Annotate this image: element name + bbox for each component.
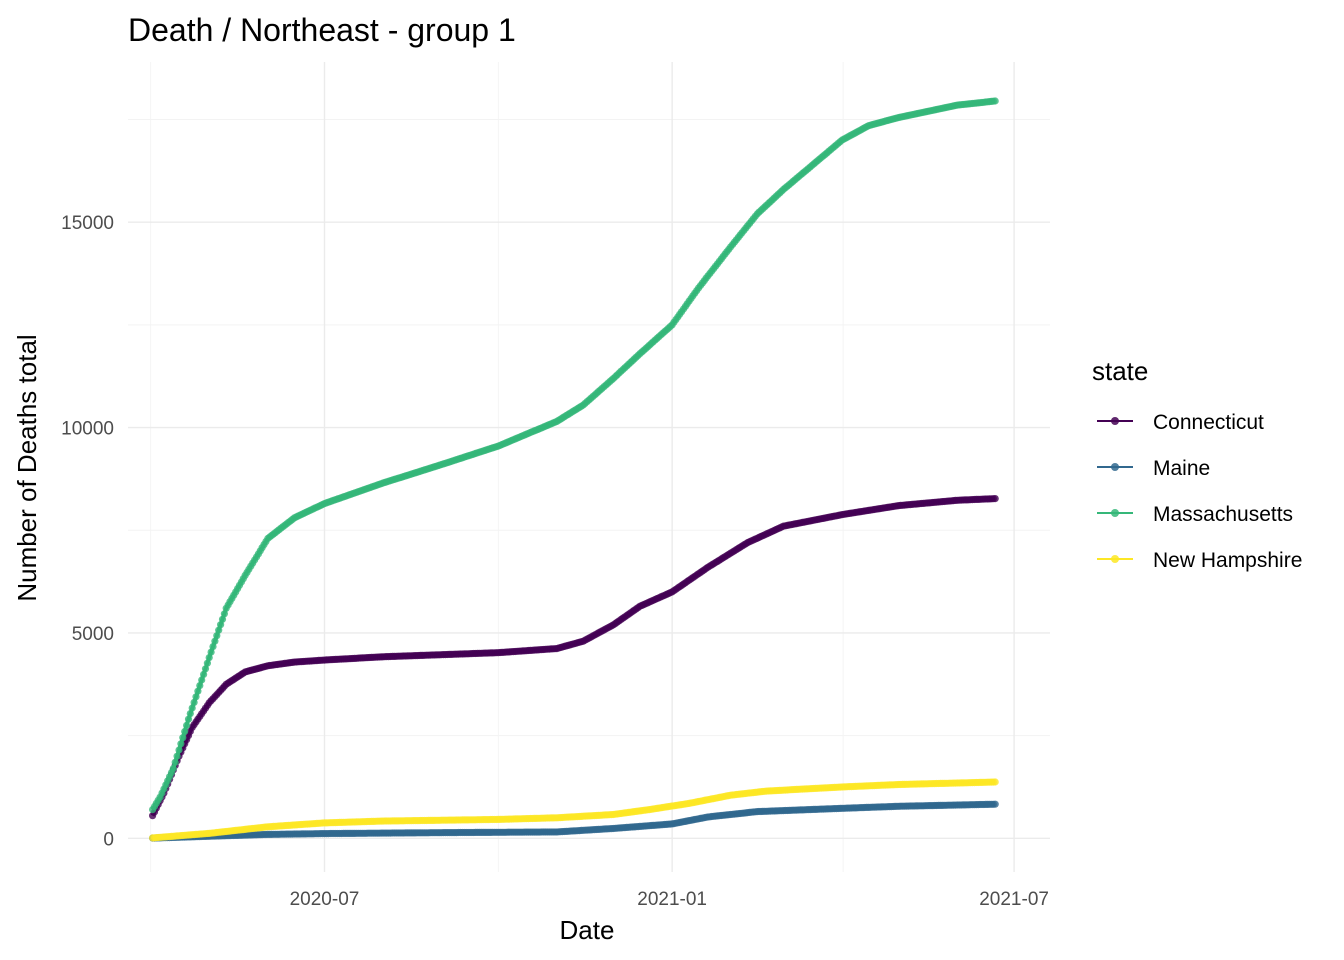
legend-title: state bbox=[1092, 356, 1148, 386]
data-point bbox=[188, 704, 196, 712]
data-point bbox=[991, 97, 999, 105]
legend-label: Massachusetts bbox=[1153, 503, 1293, 526]
data-point bbox=[201, 665, 210, 673]
data-point bbox=[211, 637, 219, 645]
data-point bbox=[198, 676, 206, 684]
y-axis-title: Number of Deaths total bbox=[12, 334, 42, 601]
x-tick-label: 2021-07 bbox=[979, 889, 1049, 910]
data-point bbox=[184, 715, 193, 723]
x-axis-title: Date bbox=[560, 915, 615, 945]
legend-label: New Hampshire bbox=[1153, 549, 1302, 572]
x-axis: 2020-07 2021-01 2021-07 bbox=[290, 889, 1049, 910]
chart-title: Death / Northeast - group 1 bbox=[128, 12, 516, 48]
y-axis: 0 5000 10000 15000 bbox=[61, 213, 114, 850]
series-connecticut bbox=[149, 495, 999, 820]
legend-item: Connecticut bbox=[1097, 411, 1264, 434]
legend-item: New Hampshire bbox=[1097, 549, 1302, 572]
x-tick-label: 2021-01 bbox=[637, 889, 707, 910]
data-point bbox=[218, 615, 227, 623]
data-point bbox=[177, 740, 185, 748]
data-point bbox=[220, 610, 228, 618]
series-line bbox=[150, 99, 996, 811]
data-point bbox=[192, 693, 200, 701]
y-tick-label: 10000 bbox=[61, 419, 114, 440]
plot-area bbox=[149, 97, 999, 842]
legend: state Connecticut Maine Massachusetts New H… bbox=[1092, 356, 1302, 572]
series-massachusetts bbox=[149, 97, 999, 814]
y-tick-label: 5000 bbox=[72, 624, 114, 645]
data-point bbox=[207, 648, 215, 656]
y-tick-label: 15000 bbox=[61, 213, 114, 234]
data-point bbox=[183, 721, 191, 730]
data-point bbox=[215, 626, 223, 634]
data-point bbox=[217, 621, 225, 629]
legend-key-point bbox=[1111, 555, 1119, 563]
data-point bbox=[203, 659, 211, 667]
x-tick-label: 2020-07 bbox=[290, 889, 360, 910]
data-point bbox=[213, 632, 221, 640]
legend-key-point bbox=[1111, 509, 1119, 517]
y-tick-label: 0 bbox=[103, 829, 114, 850]
legend-item: Massachusetts bbox=[1097, 503, 1293, 526]
legend-key-point bbox=[1111, 417, 1119, 425]
legend-label: Maine bbox=[1153, 457, 1210, 480]
grid bbox=[128, 62, 1050, 872]
data-point bbox=[171, 758, 179, 766]
data-point bbox=[179, 734, 187, 742]
series-maine bbox=[149, 800, 999, 842]
data-point bbox=[209, 643, 217, 651]
data-point bbox=[181, 727, 189, 736]
data-point bbox=[175, 746, 183, 754]
data-point bbox=[205, 654, 213, 662]
data-point bbox=[173, 752, 181, 760]
series-new-hampshire bbox=[149, 778, 999, 842]
data-point bbox=[991, 800, 999, 808]
legend-key-point bbox=[1111, 463, 1119, 471]
series-line bbox=[150, 496, 996, 817]
data-point bbox=[186, 710, 194, 718]
data-point bbox=[190, 698, 198, 707]
data-point bbox=[200, 670, 208, 679]
data-point bbox=[194, 687, 202, 695]
legend-item: Maine bbox=[1097, 457, 1210, 480]
data-point bbox=[196, 682, 204, 690]
data-point bbox=[169, 764, 177, 773]
data-point bbox=[991, 495, 999, 503]
data-point bbox=[991, 778, 999, 786]
legend-label: Connecticut bbox=[1153, 411, 1264, 434]
